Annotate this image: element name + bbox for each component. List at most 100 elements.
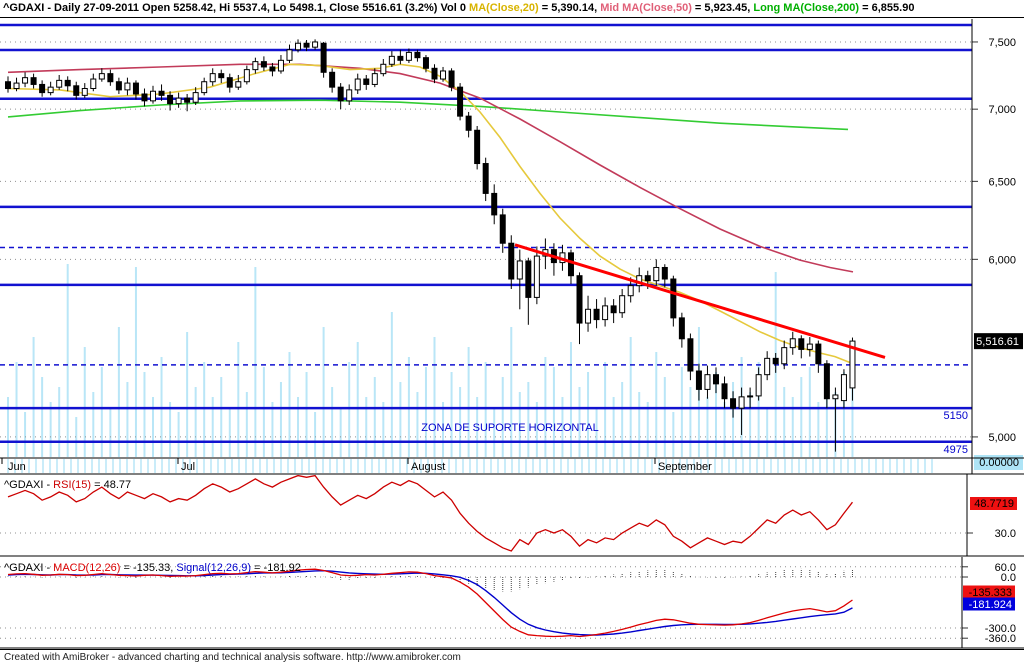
macd-value-box [963, 597, 1015, 611]
candle-body [13, 82, 20, 90]
candle-body [593, 308, 600, 321]
candle-body [576, 275, 583, 324]
y-axis-tick-label: 7,500 [988, 37, 1016, 49]
candle-body [849, 340, 856, 389]
candle-body [670, 278, 677, 319]
candle-body [738, 396, 745, 409]
candle-body [380, 63, 387, 75]
ma50-line [7, 63, 854, 273]
candle-body [295, 42, 302, 51]
month-label: August [411, 461, 445, 473]
title-segment: Long MA(Close,200) [753, 2, 860, 14]
rsi-tick-label: 30.0 [995, 528, 1016, 540]
candle-body [533, 255, 540, 298]
title-segment: = 6,855.90 [859, 2, 915, 14]
candle-body [90, 78, 97, 90]
rsi-line [7, 474, 853, 552]
candle-body [388, 55, 395, 65]
macd-panel-title: ^GDAXI - MACD(12,26) = -135.33, Signal(1… [4, 562, 301, 574]
rsi-panel-title: ^GDAXI - RSI(15) = 48.77 [4, 479, 131, 491]
candle-body [755, 374, 762, 397]
candle-body [627, 285, 634, 297]
candle-body [678, 317, 685, 340]
macd-value-box [963, 585, 1015, 599]
candle-body [525, 260, 532, 298]
title-segment: MA(Close,20) [469, 2, 539, 14]
candle-body [73, 85, 80, 96]
candle-body [277, 59, 284, 72]
candle-body [252, 61, 259, 71]
title-segment: Mid MA(Close,50) [600, 2, 692, 14]
candle-body [107, 73, 114, 83]
candle-body [371, 73, 378, 85]
zero-volume-label: 0.00000 [979, 457, 1019, 469]
last-price-label: 5,516.61 [976, 336, 1019, 348]
support-price-label: 5150 [944, 410, 968, 422]
macd-line [7, 568, 853, 638]
candle-body [704, 374, 711, 390]
candle-body [508, 242, 515, 280]
candle-body [585, 308, 592, 324]
ma200-line [7, 99, 849, 131]
support-price-label: 4975 [944, 444, 968, 456]
candle-body [218, 73, 225, 79]
candle-body [320, 42, 327, 73]
candle-body [798, 338, 805, 350]
candle-body [141, 93, 148, 102]
candle-body [440, 70, 447, 80]
candle-body [150, 90, 157, 102]
candle-body [363, 78, 370, 85]
candle-body [695, 370, 702, 390]
y-axis-tick-label: 6,000 [988, 254, 1016, 266]
title-segment: ^GDAXI - Daily 27-09-2011 Open 5258.42, … [3, 2, 470, 14]
candle-body [772, 357, 779, 365]
zero-volume-box [974, 455, 1023, 470]
macd-value-label: -135.333 [969, 587, 1012, 599]
rsi-value-box [970, 497, 1017, 510]
title-segment: = 5,390.14, [538, 2, 601, 14]
month-label: September [658, 461, 712, 473]
candle-body [721, 383, 728, 400]
candle-body [422, 57, 429, 69]
candle-body [602, 305, 609, 321]
candle-body [39, 83, 46, 94]
candle-body [815, 343, 822, 365]
candle-body [30, 77, 37, 85]
candle-body [840, 374, 847, 402]
candle-body [303, 42, 310, 48]
candle-body [619, 295, 626, 314]
candle-body [405, 51, 412, 61]
footer-credit: Created with AmiBroker - advanced charti… [0, 649, 1024, 666]
candle-body [235, 81, 242, 88]
candle-body [516, 260, 523, 280]
candle-body [431, 67, 438, 80]
candle-body [56, 79, 63, 88]
candle-body [354, 78, 361, 91]
candle-body [653, 266, 660, 282]
candle-body [312, 41, 319, 48]
candle-body [184, 97, 191, 103]
trendline [514, 243, 886, 359]
candle-body [209, 73, 216, 83]
month-label: Jun [8, 461, 26, 473]
candle-body [482, 163, 489, 194]
candle-body [730, 398, 737, 409]
candle-body [167, 94, 174, 105]
candle-body [5, 81, 11, 90]
candle-body [269, 66, 276, 72]
candle-body [260, 61, 267, 68]
candle-body [47, 86, 54, 94]
candle-body [474, 129, 481, 165]
candle-body [465, 115, 472, 131]
candle-body [414, 51, 421, 59]
candle-body [329, 71, 336, 88]
candle-body [781, 347, 788, 365]
macd-value-label: -181.924 [969, 599, 1012, 611]
zone-support-label: ZONA DE SUPORTE HORIZONTAL [421, 422, 598, 434]
candle-body [832, 394, 839, 400]
candle-body [457, 86, 464, 117]
last-price-box [974, 333, 1023, 350]
candle-body [192, 92, 199, 103]
candle-body [567, 252, 574, 277]
